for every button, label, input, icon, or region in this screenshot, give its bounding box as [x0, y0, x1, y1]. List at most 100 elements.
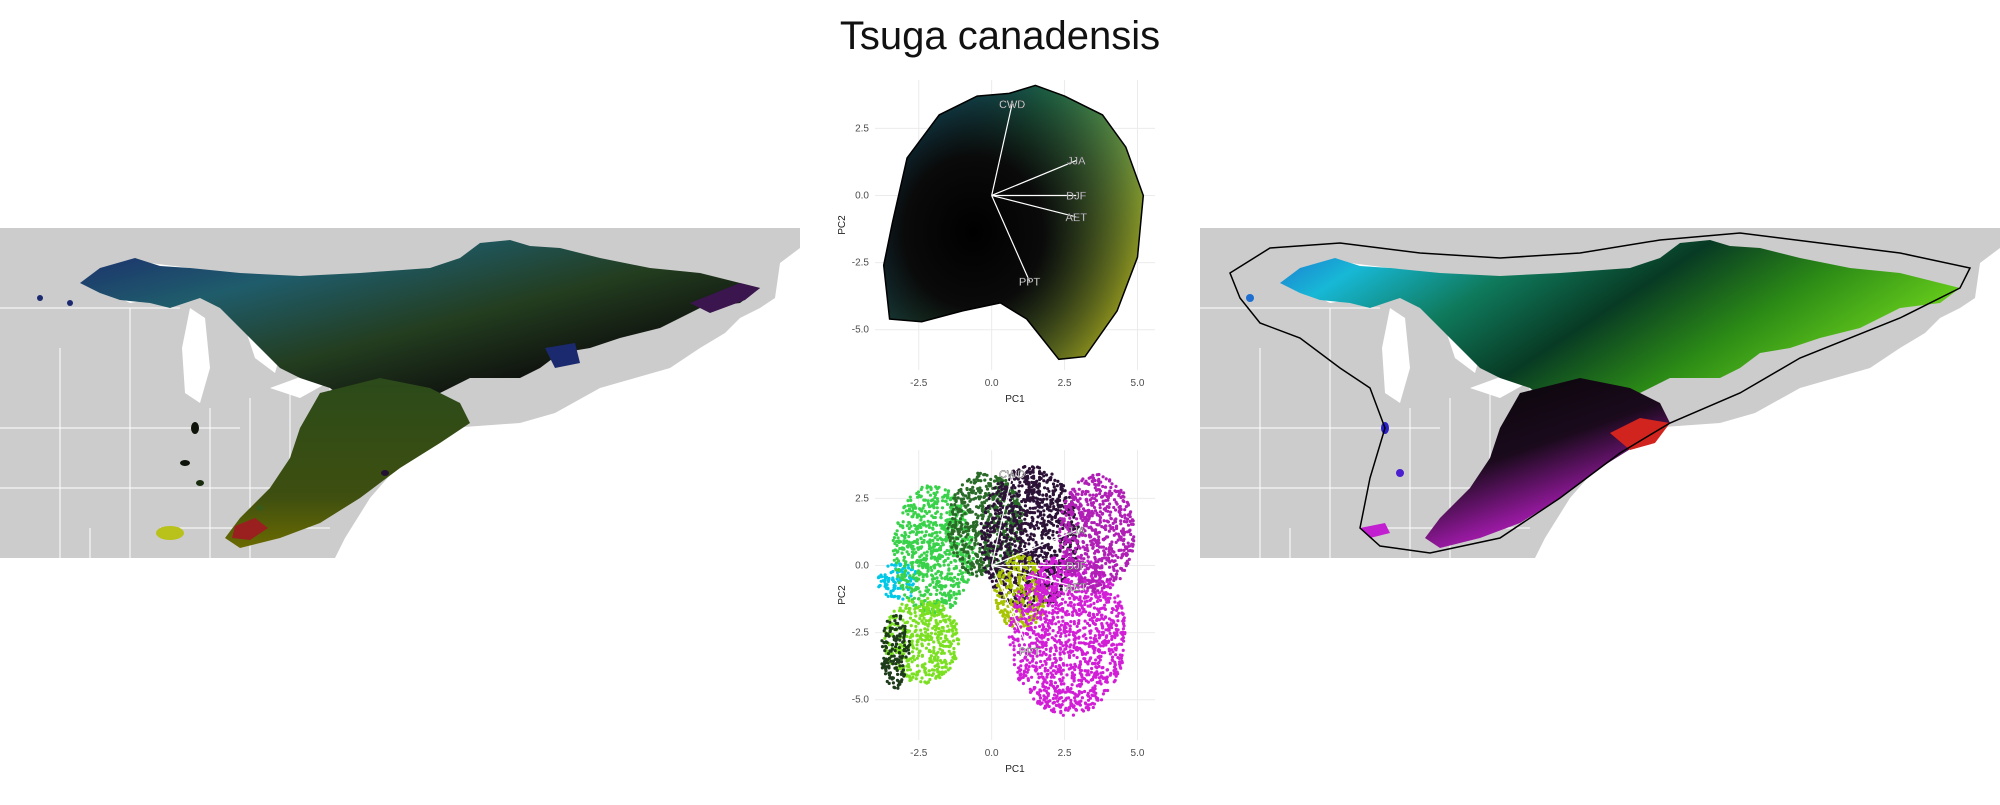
sample-point: [944, 539, 947, 542]
sample-point: [1110, 611, 1113, 614]
sample-point: [1115, 615, 1118, 618]
sample-point: [898, 547, 901, 550]
sample-point: [1071, 611, 1074, 614]
sample-point: [913, 548, 916, 551]
sample-point: [1073, 641, 1076, 644]
sample-point: [958, 592, 961, 595]
sample-point: [1016, 562, 1019, 565]
sample-point: [923, 622, 926, 625]
sample-point: [936, 614, 939, 617]
sample-point: [898, 655, 901, 658]
sample-point: [1008, 591, 1011, 594]
sample-point: [960, 509, 963, 512]
sample-point: [1030, 676, 1033, 679]
sample-point: [967, 571, 970, 574]
sample-point: [1011, 509, 1014, 512]
sample-point: [1051, 489, 1054, 492]
sample-point: [936, 651, 939, 654]
sample-point: [1047, 638, 1050, 641]
sample-point: [1026, 659, 1029, 662]
sample-point: [948, 513, 951, 516]
sample-point: [956, 551, 959, 554]
sample-point: [1106, 676, 1109, 679]
sample-point: [1047, 692, 1050, 695]
sample-point: [1043, 707, 1046, 710]
sample-point: [936, 506, 939, 509]
sample-point: [918, 555, 921, 558]
sample-point: [1058, 678, 1061, 681]
sample-point: [1056, 611, 1059, 614]
sample-point: [894, 649, 897, 652]
sample-point: [966, 496, 969, 499]
sample-point: [1044, 610, 1047, 613]
sample-point: [1093, 506, 1096, 509]
sample-point: [941, 496, 944, 499]
sample-point: [887, 672, 890, 675]
sample-point: [1027, 557, 1030, 560]
sample-point: [977, 514, 980, 517]
sample-point: [925, 557, 928, 560]
sample-point: [1089, 632, 1092, 635]
sample-point: [1062, 662, 1065, 665]
sample-point: [950, 503, 953, 506]
sample-point: [1117, 612, 1120, 615]
sample-point: [1042, 605, 1045, 608]
sample-point: [1041, 664, 1044, 667]
sample-point: [1102, 475, 1105, 478]
sample-point: [1007, 543, 1010, 546]
sample-point: [977, 488, 980, 491]
sample-point: [927, 607, 930, 610]
sample-point: [1110, 638, 1113, 641]
sample-point: [926, 624, 929, 627]
sample-point: [1089, 618, 1092, 621]
sample-point: [901, 632, 904, 635]
sample-point: [1018, 516, 1021, 519]
sample-point: [1052, 493, 1055, 496]
sample-point: [1107, 624, 1110, 627]
sample-point: [935, 589, 938, 592]
sample-point: [921, 486, 924, 489]
sample-point: [1077, 666, 1080, 669]
sample-point: [898, 664, 901, 667]
sample-point: [1013, 557, 1016, 560]
sample-point: [911, 650, 914, 653]
sample-point: [941, 649, 944, 652]
sample-point: [897, 568, 900, 571]
sample-point: [940, 513, 943, 516]
sample-point: [1118, 657, 1121, 660]
sample-point: [935, 524, 938, 527]
sample-point: [942, 543, 945, 546]
sample-point: [974, 497, 977, 500]
sample-point: [1004, 545, 1007, 548]
sample-point: [907, 535, 910, 538]
sample-point: [960, 514, 963, 517]
sample-point: [1042, 677, 1045, 680]
sample-point: [1061, 620, 1064, 623]
sample-point: [1008, 624, 1011, 627]
sample-point: [961, 483, 964, 486]
sample-point: [1060, 641, 1063, 644]
sample-point: [1076, 702, 1079, 705]
sample-point: [1035, 587, 1038, 590]
sample-point: [934, 632, 937, 635]
sample-point: [1064, 497, 1067, 500]
sample-point: [989, 549, 992, 552]
sample-point: [950, 532, 953, 535]
range-outlier-oh: [1396, 469, 1404, 477]
sample-point: [1012, 514, 1015, 517]
sample-point: [1036, 691, 1039, 694]
sample-point: [1050, 518, 1053, 521]
sample-point: [1067, 604, 1070, 607]
sample-point: [1035, 480, 1038, 483]
sample-point: [1061, 644, 1064, 647]
sample-point: [928, 601, 931, 604]
sample-point: [917, 531, 920, 534]
sample-point: [1061, 598, 1064, 601]
sample-point: [1035, 637, 1038, 640]
sample-point: [1114, 653, 1117, 656]
sample-point: [1093, 552, 1096, 555]
sample-point: [1083, 657, 1086, 660]
sample-point: [989, 478, 992, 481]
sample-point: [900, 534, 903, 537]
